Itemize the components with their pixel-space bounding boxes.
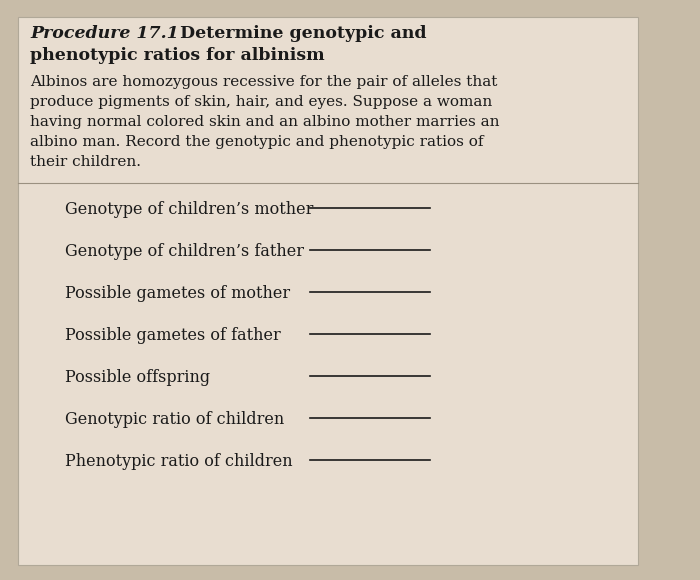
Text: Procedure 17.1: Procedure 17.1 — [30, 25, 178, 42]
Text: Genotypic ratio of children: Genotypic ratio of children — [65, 411, 284, 428]
Text: Possible gametes of mother: Possible gametes of mother — [65, 285, 290, 302]
Text: Possible offspring: Possible offspring — [65, 369, 210, 386]
Text: phenotypic ratios for albinism: phenotypic ratios for albinism — [30, 47, 325, 64]
Text: Possible gametes of father: Possible gametes of father — [65, 327, 281, 344]
Text: Phenotypic ratio of children: Phenotypic ratio of children — [65, 453, 293, 470]
Text: Albinos are homozygous recessive for the pair of alleles that: Albinos are homozygous recessive for the… — [30, 75, 498, 89]
Text: their children.: their children. — [30, 155, 141, 169]
Text: having normal colored skin and an albino mother marries an: having normal colored skin and an albino… — [30, 115, 500, 129]
Text: Genotype of children’s father: Genotype of children’s father — [65, 243, 304, 260]
Text: Determine genotypic and: Determine genotypic and — [162, 25, 426, 42]
Text: Genotype of children’s mother: Genotype of children’s mother — [65, 201, 314, 218]
FancyBboxPatch shape — [18, 17, 638, 565]
Text: produce pigments of skin, hair, and eyes. Suppose a woman: produce pigments of skin, hair, and eyes… — [30, 95, 492, 109]
Text: albino man. Record the genotypic and phenotypic ratios of: albino man. Record the genotypic and phe… — [30, 135, 484, 149]
